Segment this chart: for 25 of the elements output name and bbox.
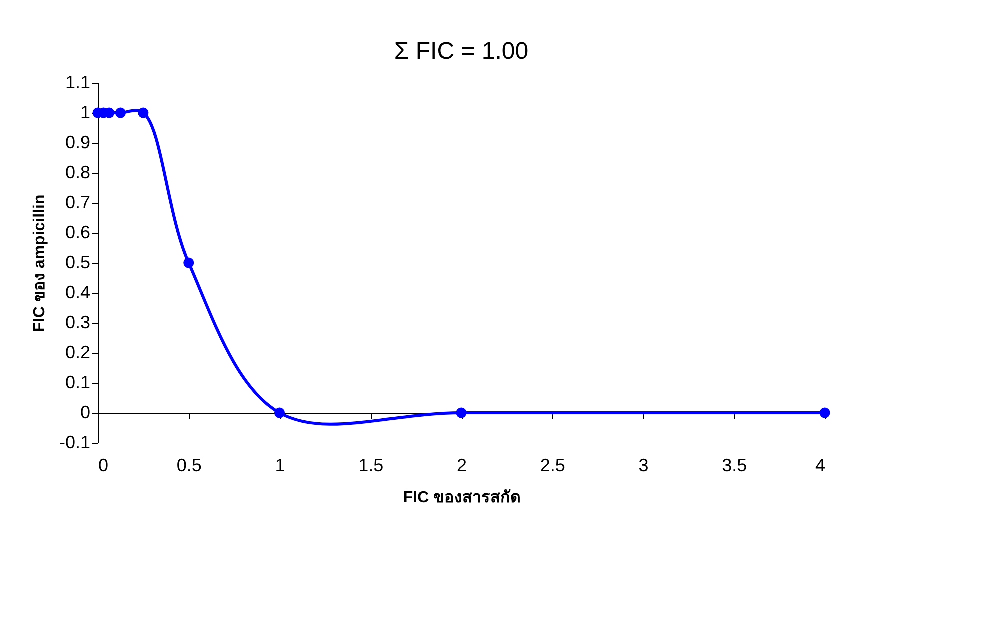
x-tick-label: 0.5: [176, 456, 202, 476]
y-tick-label: 0.9: [65, 132, 90, 152]
x-tick-label: 4: [815, 456, 826, 476]
y-tick-label: 0.1: [65, 372, 90, 392]
chart-title: Σ FIC = 1.00: [394, 38, 529, 65]
y-tick-label: 0.6: [65, 222, 90, 242]
y-tick-label: 0.7: [65, 192, 90, 212]
y-tick-label: 0.4: [65, 282, 90, 302]
x-tick-label: 3.5: [722, 456, 748, 476]
y-axis-title: FIC ของ ampicillin: [31, 194, 48, 332]
x-tick-label: 2: [456, 456, 468, 476]
y-tick-label: 0.2: [65, 342, 90, 362]
x-tick-label: 0: [98, 456, 109, 476]
y-tick-label: -0.1: [59, 432, 90, 452]
y-tick-label: 0: [80, 402, 90, 422]
y-tick-label: 0.8: [65, 162, 90, 182]
x-tick-label: 1.5: [358, 456, 384, 476]
y-tick-label: 0.5: [65, 252, 90, 272]
y-tick-label: 1.1: [65, 72, 90, 92]
x-axis-title: FIC ของสารสกัด: [403, 488, 521, 506]
x-tick-label: 1: [275, 456, 286, 476]
y-tick-label: 1: [80, 102, 90, 122]
x-tick-label: 2.5: [540, 456, 566, 476]
y-tick-label: 0.3: [65, 312, 90, 332]
x-tick-label: 3: [638, 456, 649, 476]
